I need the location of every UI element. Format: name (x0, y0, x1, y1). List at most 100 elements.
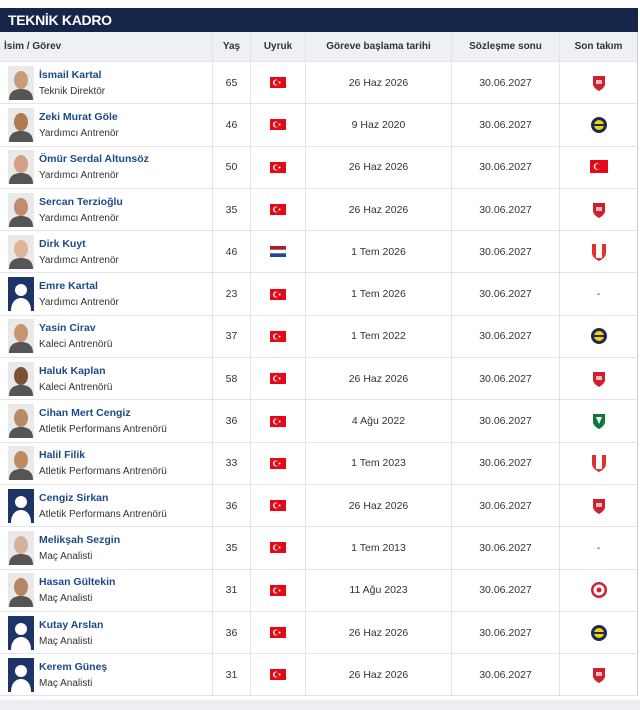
age-cell: 46 (213, 231, 251, 273)
avatar (8, 65, 34, 100)
column-header: Son takım (560, 32, 638, 61)
nationality-flag (251, 569, 306, 611)
name-block: Ömür Serdal Altunsöz Yardımcı Antrenör (39, 153, 149, 181)
name-block: Hasan Gültekin Maç Analisti (39, 576, 115, 604)
name-cell: Melikşah Sezgin Maç Analisti (0, 527, 213, 569)
nationality-flag (251, 273, 306, 315)
staff-name[interactable]: Yasin Cirav (39, 322, 96, 335)
name-block: Halil Filik Atletik Performans Antrenörü (39, 449, 167, 477)
age-cell: 65 (213, 62, 251, 104)
staff-row: Dirk Kuyt Yardımcı Antrenör 46 1 Tem 2026 30… (0, 231, 638, 274)
staff-role: Kaleci Antrenörü (39, 381, 113, 393)
column-header: Göreve başlama tarihi (306, 32, 452, 61)
age-cell: 37 (213, 315, 251, 358)
nationality-flag (251, 146, 306, 188)
staff-row: Yasin Cirav Kaleci Antrenörü 37 1 Tem 2022 3… (0, 315, 638, 359)
nationality-flag (251, 654, 306, 696)
column-header: Sözleşme sonu (452, 32, 560, 61)
staff-row: Melikşah Sezgin Maç Analisti 35 1 Tem 2013 3… (0, 527, 638, 570)
staff-name[interactable]: Kerem Güneş (39, 660, 108, 673)
name-block: Cengiz Sirkan Atletik Performans Antrenör… (39, 492, 167, 520)
staff-role: Atletik Performans Antrenörü (39, 424, 167, 436)
start-date: 26 Haz 2026 (306, 358, 452, 400)
avatar (8, 488, 34, 523)
start-date: 1 Tem 2013 (306, 527, 452, 569)
panel-title: TEKNİK KADRO (0, 8, 638, 32)
avatar (8, 657, 34, 692)
age-cell: 33 (213, 442, 251, 484)
staff-name[interactable]: İsmail Kartal (39, 68, 102, 81)
staff-role: Maç Analisti (39, 593, 93, 605)
staff-row: Zeki Murat Göle Yardımcı Antrenör 46 9 Haz … (0, 104, 638, 147)
staff-name[interactable]: Halil Filik (39, 449, 86, 462)
contract-end: 30.06.2027 (452, 315, 560, 358)
staff-role: Maç Analisti (39, 635, 93, 647)
name-block: Kutay Arslan Maç Analisti (39, 619, 103, 647)
header-row: İsim / Görev Yaş Uyruk Göreve başlama tarih… (0, 32, 638, 62)
name-cell: Halil Filik Atletik Performans Antrenörü (0, 442, 213, 484)
age-cell: 58 (213, 358, 251, 400)
last-club-logo (560, 146, 638, 188)
staff-row: Kerem Güneş Maç Analisti 31 26 Haz 2026 30.0… (0, 654, 638, 697)
name-cell: Cengiz Sirkan Atletik Performans Antrenör… (0, 484, 213, 527)
staff-row: Emre Kartal Yardımcı Antrenör 23 1 Tem 2026… (0, 273, 638, 316)
staff-name[interactable]: Melikşah Sezgin (39, 533, 121, 546)
staff-panel: TEKNİK KADRO İsim / Görev Yaş Uyruk Göreve … (0, 8, 638, 697)
avatar (8, 192, 34, 227)
contract-end: 30.06.2027 (452, 527, 560, 569)
last-club-logo (560, 484, 638, 527)
staff-name[interactable]: Emre Kartal (39, 280, 98, 293)
nationality-flag (251, 484, 306, 527)
last-club-logo (560, 62, 638, 104)
staff-name[interactable]: Hasan Gültekin (39, 576, 116, 589)
last-club-logo (560, 315, 638, 358)
nationality-flag (251, 442, 306, 484)
avatar (8, 530, 34, 565)
start-date: 26 Haz 2026 (306, 188, 452, 231)
staff-name[interactable]: Haluk Kaplan (39, 364, 106, 377)
last-club-logo (560, 400, 638, 442)
name-block: Dirk Kuyt Yardımcı Antrenör (39, 238, 119, 266)
avatar (8, 615, 34, 650)
last-club-logo (560, 569, 638, 611)
start-date: 26 Haz 2026 (306, 146, 452, 188)
staff-row: Haluk Kaplan Kaleci Antrenörü 58 26 Haz 202… (0, 358, 638, 401)
avatar (8, 319, 34, 354)
name-cell: Kutay Arslan Maç Analisti (0, 611, 213, 654)
staff-row: İsmail Kartal Teknik Direktör 65 26 Haz 202… (0, 62, 638, 105)
name-cell: Yasin Cirav Kaleci Antrenörü (0, 315, 213, 358)
start-date: 1 Tem 2026 (306, 273, 452, 315)
staff-role: Maç Analisti (39, 677, 93, 689)
staff-row: Cengiz Sirkan Atletik Performans Antrenör… (0, 484, 638, 528)
age-cell: 31 (213, 569, 251, 611)
staff-row: Hasan Gültekin Maç Analisti 31 11 Ağu 2023 3… (0, 569, 638, 612)
contract-end: 30.06.2027 (452, 442, 560, 484)
staff-name[interactable]: Zeki Murat Göle (39, 110, 118, 123)
contract-end: 30.06.2027 (452, 231, 560, 273)
staff-role: Yardımcı Antrenör (39, 297, 119, 309)
staff-role: Kaleci Antrenörü (39, 339, 113, 351)
name-block: Melikşah Sezgin Maç Analisti (39, 534, 120, 562)
name-block: Yasin Cirav Kaleci Antrenörü (39, 322, 112, 350)
start-date: 26 Haz 2026 (306, 611, 452, 654)
staff-name[interactable]: Cihan Mert Cengiz (39, 407, 131, 420)
contract-end: 30.06.2027 (452, 484, 560, 527)
staff-row: Halil Filik Atletik Performans Antrenörü 3… (0, 442, 638, 485)
name-block: Emre Kartal Yardımcı Antrenör (39, 280, 119, 308)
start-date: 1 Tem 2026 (306, 231, 452, 273)
start-date: 1 Tem 2023 (306, 442, 452, 484)
nationality-flag (251, 358, 306, 400)
name-block: Cihan Mert Cengiz Atletik Performans Antr… (39, 407, 167, 435)
column-header: Uyruk (251, 32, 306, 61)
column-header: Yaş (213, 32, 251, 61)
staff-name[interactable]: Sercan Terzioğlu (39, 195, 123, 208)
staff-name[interactable]: Cengiz Sirkan (39, 491, 109, 504)
staff-name[interactable]: Dirk Kuyt (39, 237, 86, 250)
last-club-logo (560, 611, 638, 654)
start-date: 26 Haz 2026 (306, 484, 452, 527)
avatar (8, 361, 34, 396)
staff-name[interactable]: Kutay Arslan (39, 618, 104, 631)
last-club: - (560, 273, 638, 315)
age-cell: 36 (213, 484, 251, 527)
staff-name[interactable]: Ömür Serdal Altunsöz (39, 153, 149, 166)
